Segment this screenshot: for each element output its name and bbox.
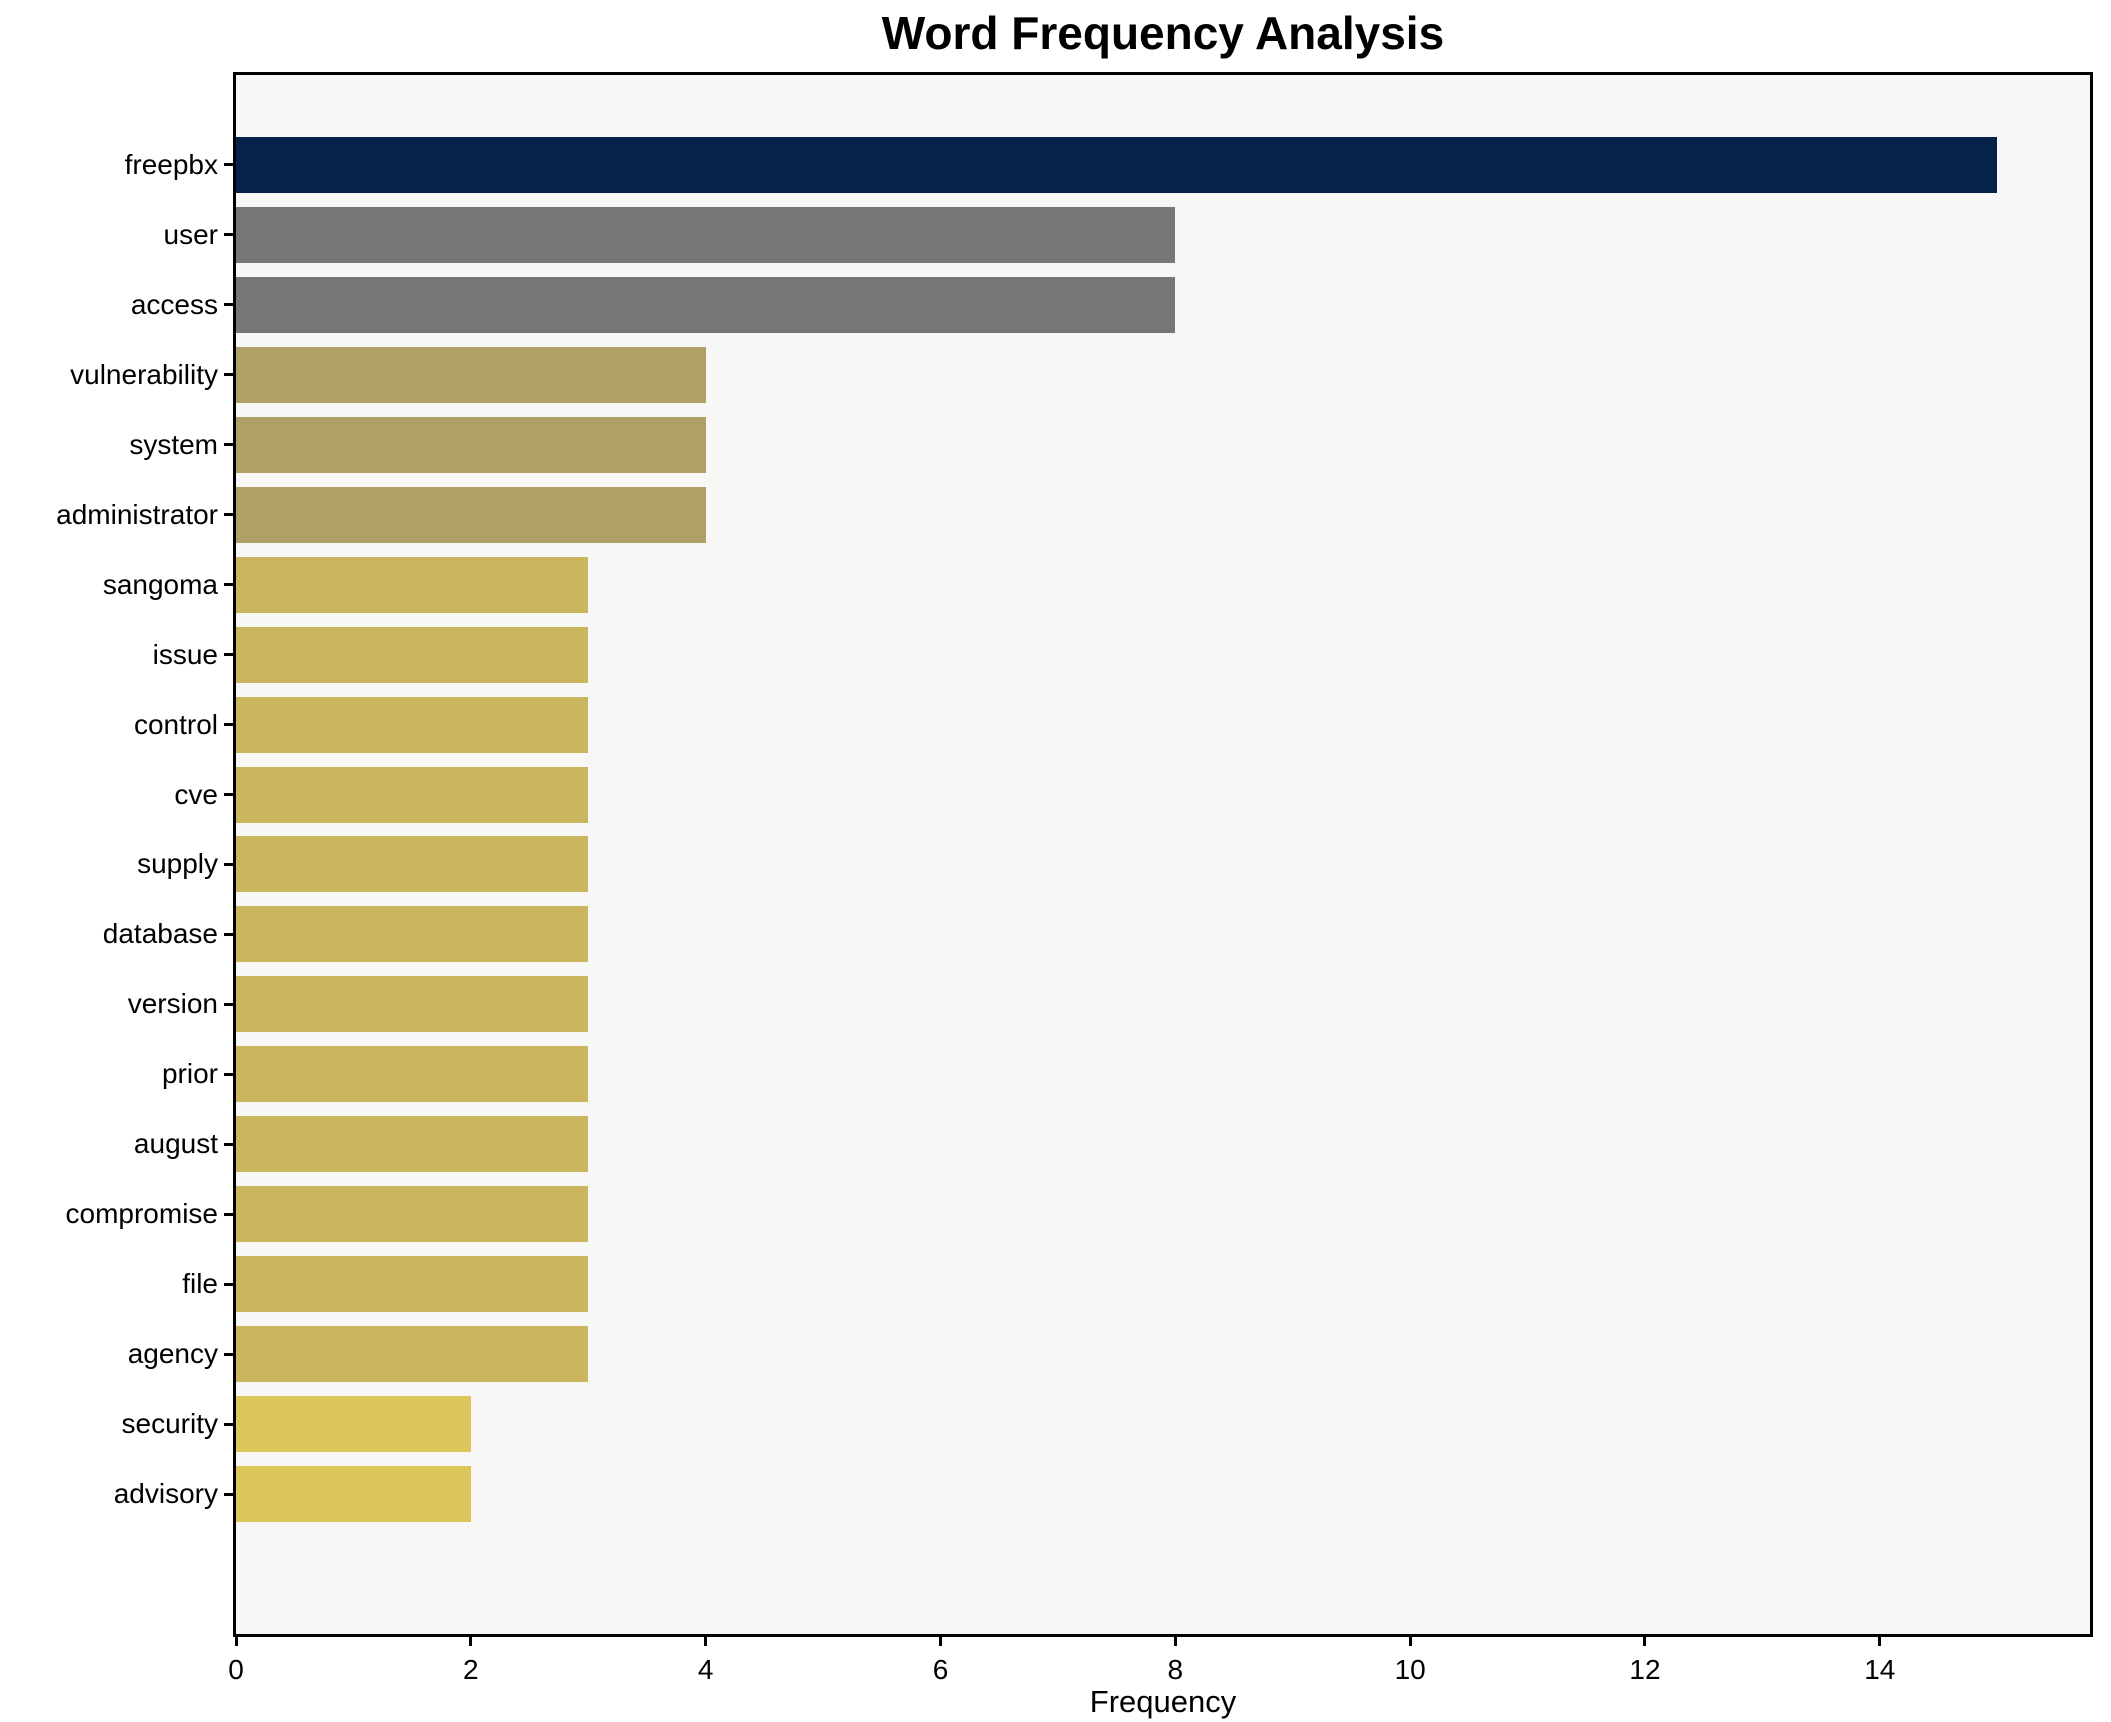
bar-version — [236, 976, 589, 1033]
y-tick-mark — [224, 862, 233, 866]
bar-prior — [236, 1046, 589, 1103]
bar-vulnerability — [236, 346, 706, 403]
x-tick-label-4: 4 — [697, 1654, 714, 1685]
y-tick-mark — [224, 1072, 233, 1076]
bar-august — [236, 1116, 589, 1173]
x-tick-mark — [1643, 1637, 1647, 1646]
y-tick-label-compromise: compromise — [65, 1198, 218, 1230]
x-tick-mark — [1408, 1637, 1412, 1646]
bar-issue — [236, 626, 589, 683]
y-tick-label-user: user — [163, 218, 218, 250]
bar-freepbx — [236, 136, 1998, 193]
y-tick-mark — [224, 1212, 233, 1216]
bar-agency — [236, 1326, 589, 1383]
y-tick-mark — [224, 1002, 233, 1006]
x-tick-label-12: 12 — [1629, 1654, 1661, 1685]
y-tick-label-database: database — [102, 918, 218, 950]
x-tick-mark — [938, 1637, 942, 1646]
x-axis-label: Frequency — [1089, 1684, 1237, 1719]
y-tick-label-advisory: advisory — [113, 1478, 218, 1510]
y-tick-label-version: version — [127, 988, 218, 1020]
y-tick-label-cve: cve — [174, 778, 218, 810]
y-tick-label-access: access — [130, 288, 218, 320]
chart-title: Word Frequency Analysis — [881, 7, 1445, 59]
y-tick-label-supply: supply — [137, 848, 218, 880]
x-tick-label-0: 0 — [228, 1654, 244, 1685]
bar-database — [236, 906, 589, 963]
bar-administrator — [236, 486, 706, 543]
y-tick-label-prior: prior — [161, 1058, 218, 1090]
y-tick-label-agency: agency — [127, 1338, 218, 1370]
x-tick-label-6: 6 — [932, 1654, 949, 1685]
bar-file — [236, 1256, 589, 1313]
x-tick-label-8: 8 — [1167, 1654, 1184, 1685]
y-tick-label-system: system — [129, 428, 218, 460]
y-tick-mark — [224, 373, 233, 377]
y-tick-mark — [224, 1422, 233, 1426]
y-tick-mark — [224, 653, 233, 657]
y-tick-label-sangoma: sangoma — [102, 568, 218, 600]
x-tick-label-10: 10 — [1394, 1654, 1426, 1685]
y-tick-mark — [224, 303, 233, 307]
bar-supply — [236, 836, 589, 893]
y-tick-mark — [224, 583, 233, 587]
bar-advisory — [236, 1466, 471, 1523]
y-tick-mark — [224, 1492, 233, 1496]
y-tick-mark — [224, 163, 233, 167]
bar-security — [236, 1396, 471, 1453]
y-tick-mark — [224, 1352, 233, 1356]
x-tick-mark — [469, 1637, 473, 1646]
y-tick-label-august: august — [133, 1128, 218, 1160]
y-tick-mark — [224, 1282, 233, 1286]
y-tick-label-file: file — [182, 1268, 218, 1300]
y-tick-label-security: security — [121, 1408, 218, 1440]
y-tick-label-administrator: administrator — [56, 498, 218, 530]
x-tick-label-2: 2 — [463, 1654, 479, 1685]
x-tick-mark — [704, 1637, 708, 1646]
bar-compromise — [236, 1186, 589, 1243]
bar-cve — [236, 766, 589, 823]
x-tick-mark — [1173, 1637, 1177, 1646]
bar-user — [236, 206, 1176, 263]
y-tick-mark — [224, 723, 233, 727]
y-tick-label-freepbx: freepbx — [124, 148, 218, 180]
bar-sangoma — [236, 556, 589, 613]
y-tick-mark — [224, 932, 233, 936]
bar-control — [236, 696, 589, 753]
y-tick-label-control: control — [133, 708, 218, 740]
y-tick-mark — [224, 513, 233, 517]
y-tick-mark — [224, 443, 233, 447]
y-tick-mark — [224, 1142, 233, 1146]
y-tick-label-vulnerability: vulnerability — [70, 358, 218, 390]
x-tick-mark — [234, 1637, 238, 1646]
x-tick-label-14: 14 — [1864, 1654, 1896, 1685]
plot-area — [233, 72, 2093, 1637]
bar-access — [236, 276, 1176, 333]
y-tick-label-issue: issue — [152, 638, 218, 670]
bar-system — [236, 416, 706, 473]
x-tick-mark — [1878, 1637, 1882, 1646]
y-tick-mark — [224, 233, 233, 237]
y-tick-mark — [224, 793, 233, 797]
